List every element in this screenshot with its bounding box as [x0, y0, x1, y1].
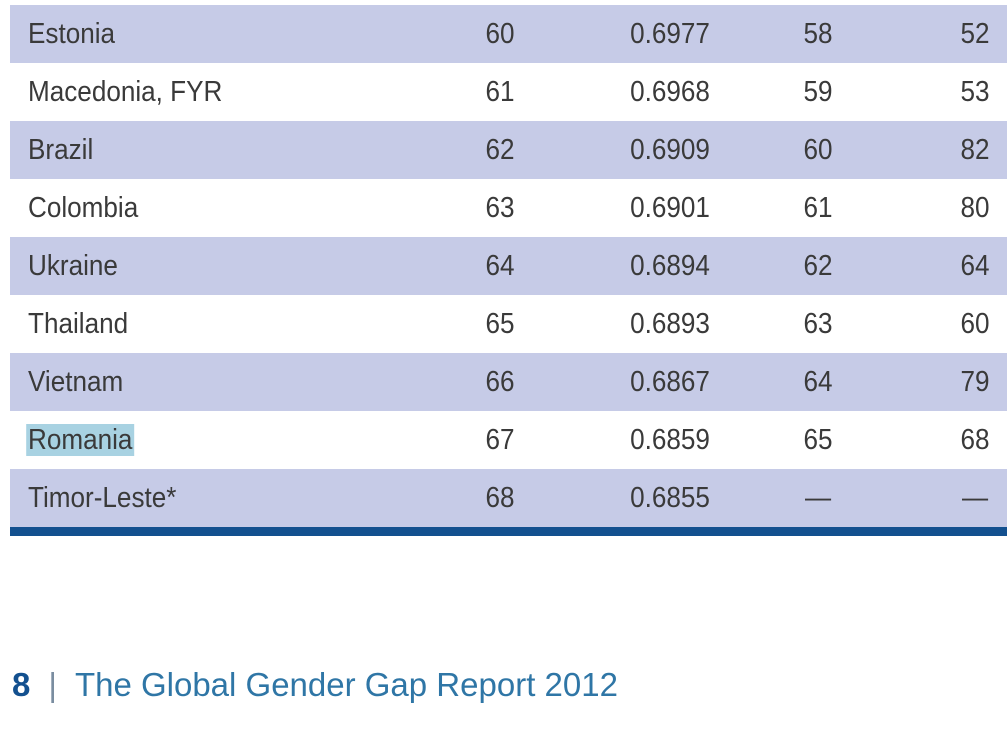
value-cell: — — [961, 482, 989, 514]
report-title: The Global Gender Gap Report 2012 — [74, 666, 618, 703]
table-row: Brazil 62 0.6909 60 82 — [10, 121, 1007, 179]
country-cell: Thailand — [28, 295, 128, 353]
value-cell: 0.6855 — [630, 482, 710, 514]
country-name: Brazil — [28, 134, 94, 166]
value-cell: 68 — [960, 424, 990, 456]
table: Estonia 60 0.6977 58 52 Macedonia, FYR 61 0.696… — [10, 5, 1007, 527]
value-cell: 62 — [803, 250, 833, 282]
value-cell: 61 — [485, 76, 515, 108]
country-name: Thailand — [28, 308, 129, 340]
value-cell: 0.6893 — [630, 308, 710, 340]
value-cell: 66 — [485, 366, 515, 398]
country-name: Macedonia, FYR — [28, 76, 223, 108]
value-cell: 0.6859 — [630, 424, 710, 456]
value-cell: 64 — [960, 250, 990, 282]
value-cell: 67 — [485, 424, 515, 456]
country-cell: Colombia — [28, 179, 138, 237]
country-cell: Vietnam — [28, 353, 123, 411]
value-cell: 60 — [803, 134, 833, 166]
value-cell: 0.6901 — [630, 192, 710, 224]
country-name: Colombia — [28, 192, 139, 224]
country-cell: Macedonia, FYR — [28, 63, 222, 121]
value-cell: 65 — [485, 308, 515, 340]
table-row: Thailand 65 0.6893 63 60 — [10, 295, 1007, 353]
table-row: Macedonia, FYR 61 0.6968 59 53 — [10, 63, 1007, 121]
table-row: Vietnam 66 0.6867 64 79 — [10, 353, 1007, 411]
country-name: Vietnam — [28, 366, 124, 398]
value-cell: 52 — [960, 18, 990, 50]
value-cell: 65 — [803, 424, 833, 456]
value-cell: 61 — [803, 192, 833, 224]
value-cell: 82 — [960, 134, 990, 166]
value-cell: 58 — [803, 18, 833, 50]
value-cell: 0.6909 — [630, 134, 710, 166]
value-cell: 62 — [485, 134, 515, 166]
country-name: Estonia — [28, 18, 116, 50]
value-cell: 64 — [803, 366, 833, 398]
country-cell: Estonia — [28, 5, 115, 63]
value-cell: 63 — [485, 192, 515, 224]
country-name: Romania — [26, 424, 135, 456]
value-cell: 63 — [803, 308, 833, 340]
separator: | — [48, 666, 57, 703]
value-cell: 68 — [485, 482, 515, 514]
country-name: Ukraine — [28, 250, 118, 282]
value-cell: 0.6894 — [630, 250, 710, 282]
country-cell: Timor-Leste* — [28, 469, 176, 527]
value-cell: 0.6968 — [630, 76, 710, 108]
table-row: Romania 67 0.6859 65 68 — [10, 411, 1007, 469]
value-cell: 53 — [960, 76, 990, 108]
table-row: Ukraine 64 0.6894 62 64 — [10, 237, 1007, 295]
country-cell: Romania — [26, 411, 135, 469]
value-cell: 0.6977 — [630, 18, 710, 50]
value-cell: 60 — [485, 18, 515, 50]
value-cell: 80 — [960, 192, 990, 224]
value-cell: 0.6867 — [630, 366, 710, 398]
value-cell: 79 — [960, 366, 990, 398]
value-cell: 60 — [960, 308, 990, 340]
value-cell: — — [804, 482, 832, 514]
value-cell: 59 — [803, 76, 833, 108]
table-row: Estonia 60 0.6977 58 52 — [10, 5, 1007, 63]
table-row: Colombia 63 0.6901 61 80 — [10, 179, 1007, 237]
country-name: Timor-Leste* — [28, 482, 177, 514]
table-row: Timor-Leste* 68 0.6855 — — — [10, 469, 1007, 527]
value-cell: 64 — [485, 250, 515, 282]
page-number: 8 — [12, 666, 31, 703]
country-cell: Ukraine — [28, 237, 118, 295]
country-cell: Brazil — [28, 121, 93, 179]
footer: 8 | The Global Gender Gap Report 2012 — [12, 660, 618, 710]
table-bottom-rule — [10, 527, 1007, 536]
